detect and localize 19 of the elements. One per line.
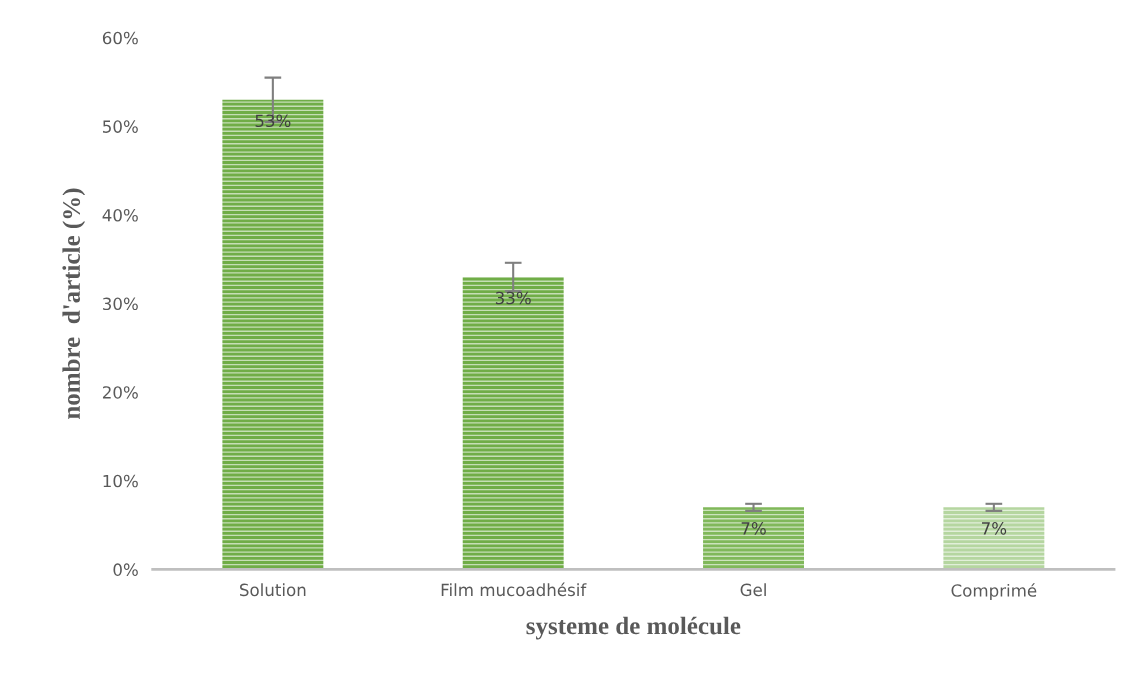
data-label: 7% [982, 522, 1007, 535]
bar [222, 99, 324, 570]
y-tick-label: 0% [113, 563, 138, 576]
y-tick-label: 40% [102, 208, 138, 222]
y-tick-label: 30% [103, 297, 138, 311]
y-tick-label: 10% [103, 474, 138, 488]
bar [943, 507, 1045, 570]
y-tick-label: 60% [102, 31, 138, 45]
x-axis-title: systeme de molécule [526, 616, 741, 640]
y-tick-label: 50% [103, 120, 138, 133]
bar [703, 507, 804, 570]
data-label: 7% [741, 522, 766, 535]
x-tick-label: Gel [740, 583, 766, 597]
bar [462, 276, 564, 570]
y-tick-label: 20% [102, 386, 138, 399]
y-axis-title: nombre d'article (%) [62, 188, 86, 419]
x-tick-label: Film mucoadhésif [441, 582, 587, 597]
x-tick-label: Comprimé [951, 583, 1037, 601]
x-tick-label: Solution [240, 583, 306, 597]
